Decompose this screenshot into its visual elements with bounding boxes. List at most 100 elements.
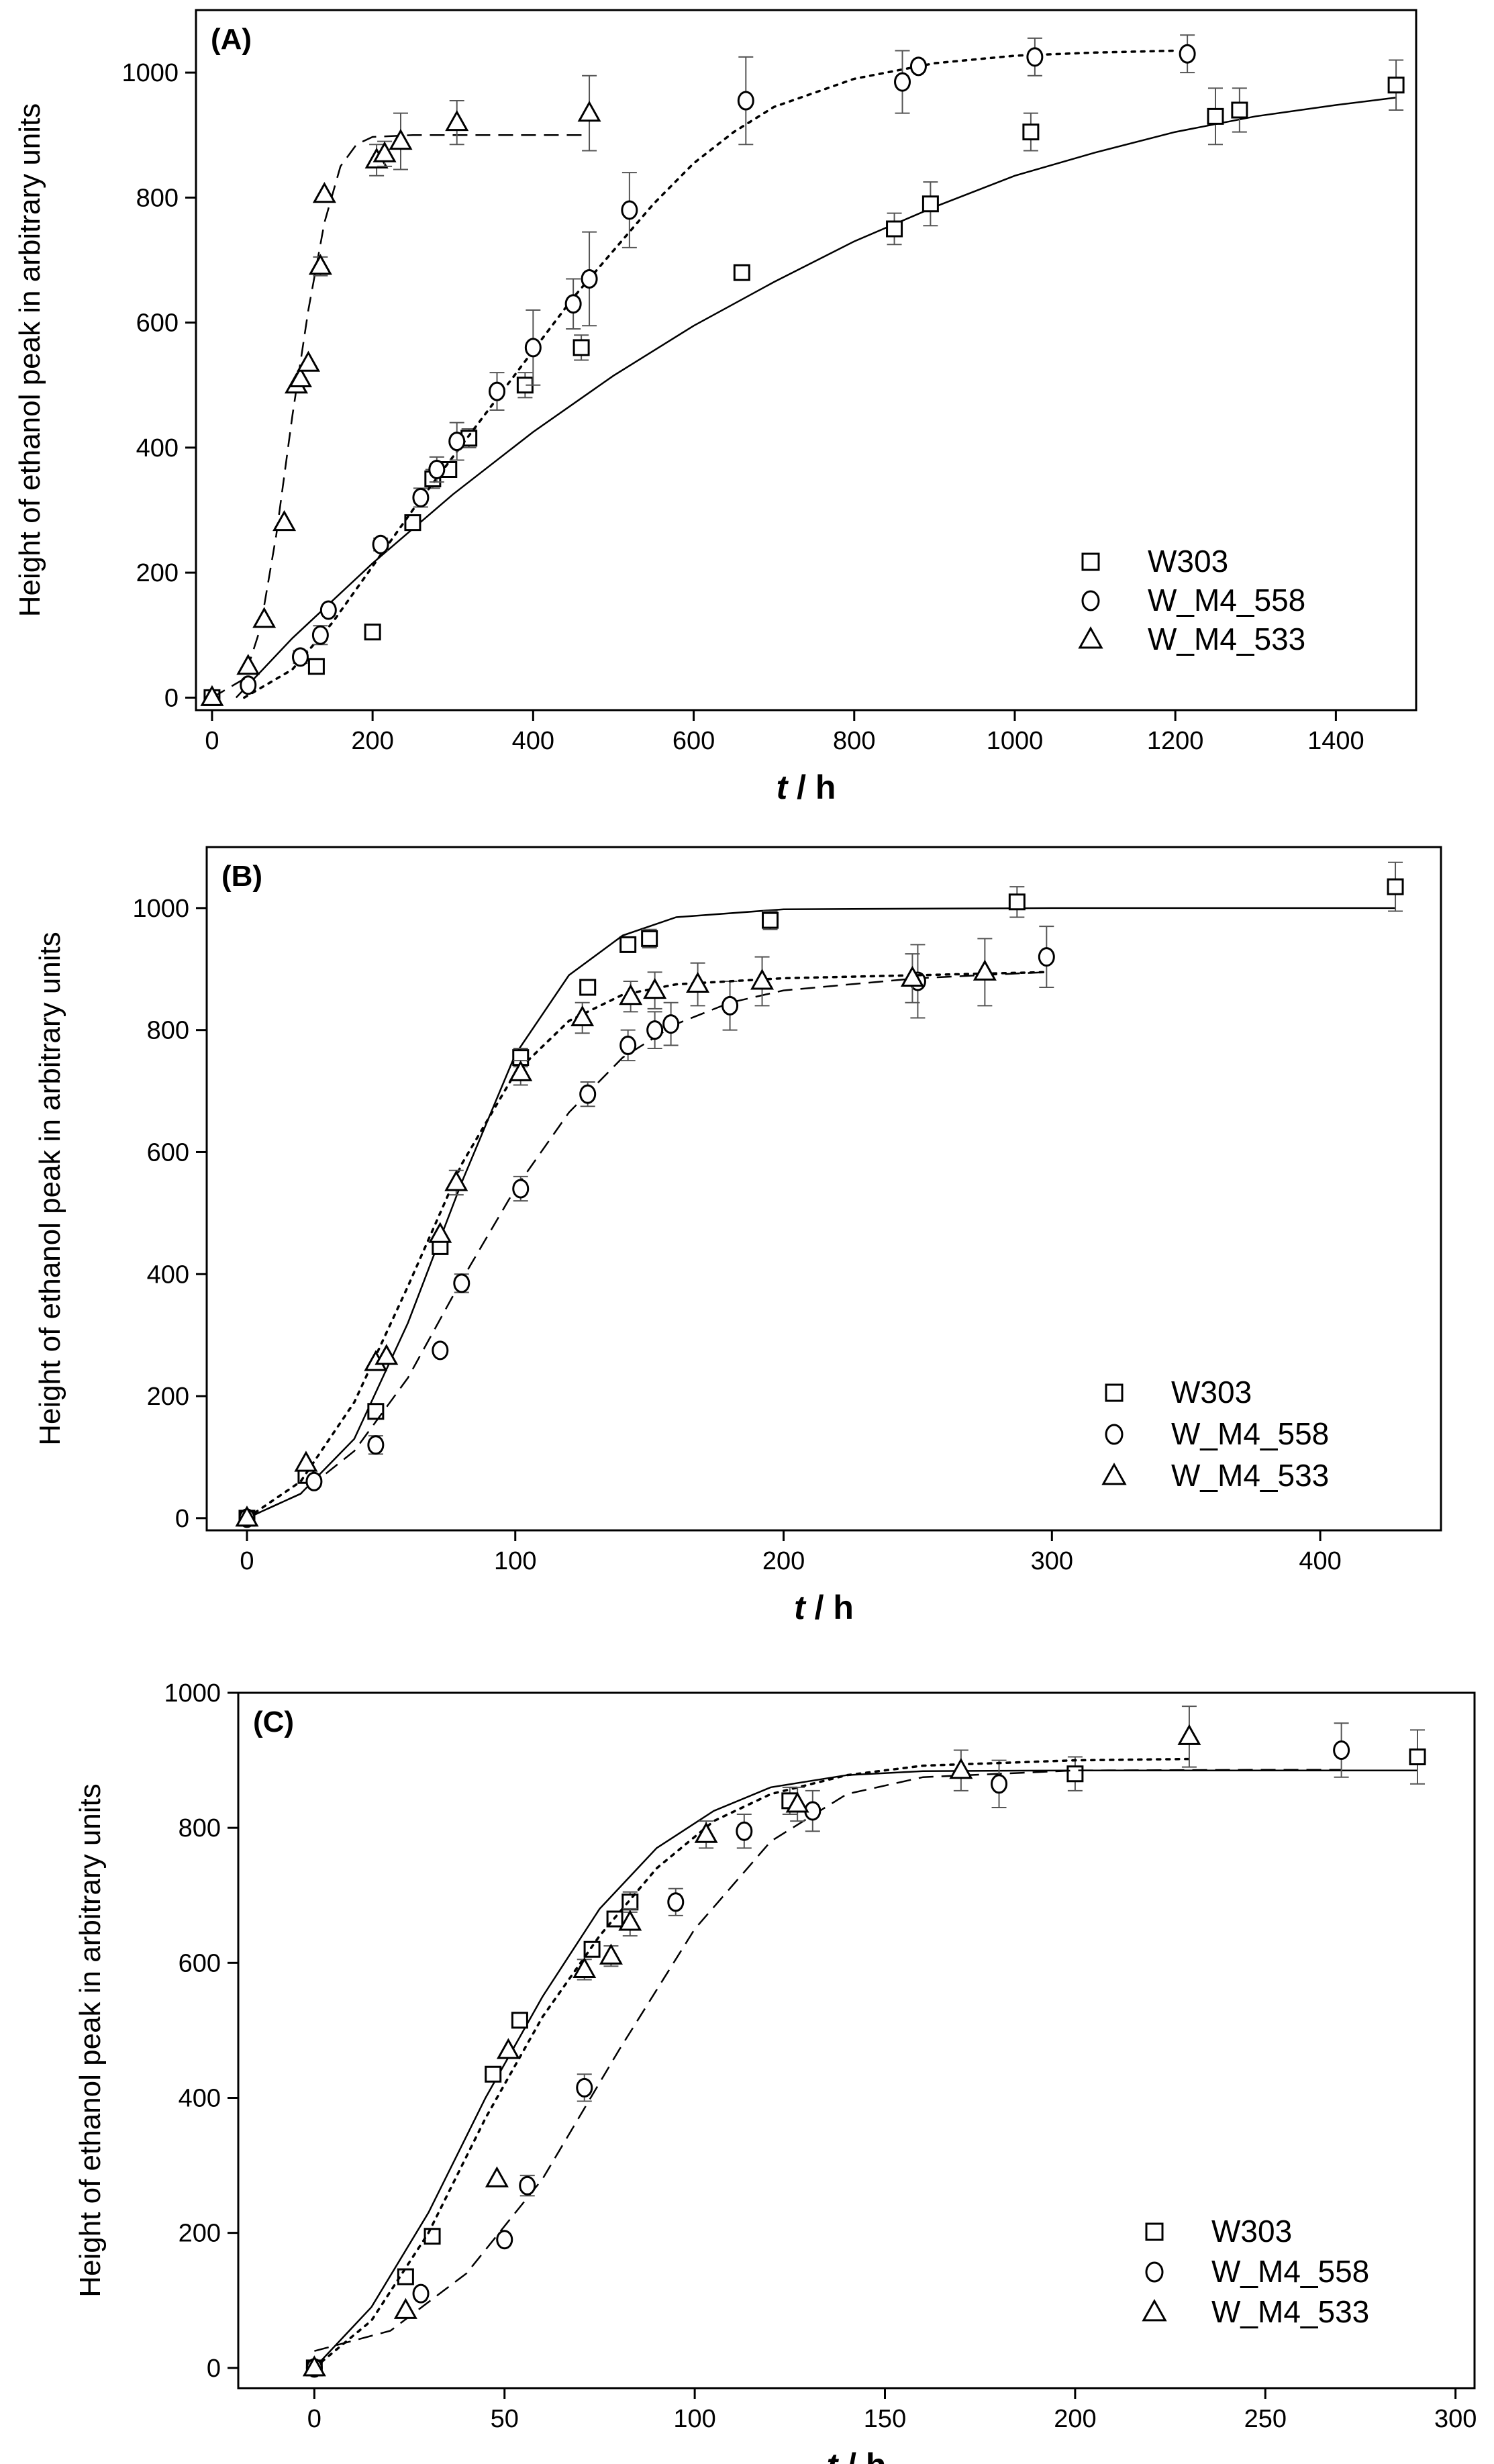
data-point bbox=[619, 936, 637, 953]
data-point bbox=[511, 2012, 528, 2029]
data-point bbox=[288, 366, 312, 387]
data-point bbox=[1333, 1740, 1350, 1760]
legend-marker bbox=[1078, 626, 1103, 649]
data-point bbox=[599, 1943, 623, 1965]
y-tick-label: 800 bbox=[147, 1017, 189, 1045]
data-point bbox=[424, 2228, 441, 2245]
data-point bbox=[686, 971, 710, 993]
data-point bbox=[367, 1435, 385, 1455]
data-point bbox=[1177, 1724, 1201, 1745]
data-point bbox=[564, 294, 582, 314]
chart-panel-c: (C) 0 50 100 150 200 250 300 0 200 400 600 800 1000 t … bbox=[74, 1679, 1477, 2464]
data-point bbox=[577, 100, 601, 122]
data-point bbox=[236, 654, 260, 675]
legend-marker bbox=[1081, 590, 1100, 611]
legend-label: W_M4_558 bbox=[1148, 583, 1305, 618]
y-tick-label: 400 bbox=[179, 2084, 221, 2112]
series-w-m4-558 bbox=[240, 34, 1196, 699]
x-tick-label: 0 bbox=[240, 1547, 254, 1575]
data-point bbox=[485, 2166, 509, 2187]
data-point bbox=[489, 381, 506, 401]
data-point bbox=[694, 1822, 718, 1843]
data-point bbox=[453, 1273, 470, 1293]
legend-label: W303 bbox=[1148, 544, 1228, 579]
data-point bbox=[886, 220, 903, 238]
data-point bbox=[448, 432, 466, 452]
data-point bbox=[393, 2298, 417, 2319]
data-point bbox=[736, 1821, 753, 1841]
fit-curve bbox=[211, 134, 590, 699]
data-point bbox=[1008, 893, 1026, 911]
data-point bbox=[291, 647, 309, 667]
data-point bbox=[1066, 1765, 1084, 1783]
data-point bbox=[949, 1758, 973, 1779]
x-axis-title: t / h bbox=[794, 1589, 854, 1626]
data-point bbox=[572, 339, 590, 356]
data-point bbox=[1038, 947, 1055, 967]
data-point bbox=[496, 2038, 520, 2059]
x-tick-label: 50 bbox=[491, 2405, 519, 2433]
data-point bbox=[618, 1910, 642, 1931]
data-point bbox=[519, 2175, 536, 2196]
x-axis-title: t / h bbox=[777, 769, 836, 806]
data-point bbox=[900, 965, 924, 987]
legend-label: W303 bbox=[1171, 1375, 1252, 1410]
chart-panel-b: (B) 0 100 200 300 400 0 200 400 600 800 1000 t / h He… bbox=[34, 846, 1442, 1626]
data-point bbox=[572, 1957, 597, 1978]
data-point bbox=[428, 1222, 452, 1243]
y-tick-label: 600 bbox=[136, 309, 179, 338]
plot-frame bbox=[195, 9, 1417, 711]
data-point bbox=[991, 1774, 1008, 1794]
y-tick-label: 1000 bbox=[132, 895, 189, 923]
data-point bbox=[1409, 1748, 1426, 1766]
data-point bbox=[579, 1084, 597, 1104]
x-tick-label: 250 bbox=[1244, 2405, 1287, 2433]
data-point bbox=[404, 514, 421, 532]
fit-curve bbox=[246, 971, 1047, 1519]
y-tick-label: 0 bbox=[164, 684, 179, 712]
data-point bbox=[516, 377, 534, 394]
legend-marker bbox=[1145, 2261, 1164, 2283]
data-point bbox=[485, 2065, 502, 2083]
data-point bbox=[509, 1060, 533, 1081]
data-point bbox=[496, 2230, 513, 2250]
y-tick-label: 400 bbox=[136, 434, 179, 462]
data-point bbox=[524, 338, 542, 358]
data-point bbox=[667, 1892, 685, 1912]
data-point bbox=[375, 1344, 399, 1365]
legend-label: W_M4_533 bbox=[1211, 2294, 1369, 2329]
data-point bbox=[372, 534, 389, 554]
data-point bbox=[312, 182, 336, 203]
y-tick-label: 0 bbox=[207, 2355, 221, 2383]
legend-label: W_M4_533 bbox=[1148, 622, 1305, 656]
data-point bbox=[294, 1450, 318, 1472]
y-axis-title: Height of ethanol peak in arbitrary unit… bbox=[74, 1783, 107, 2298]
data-point bbox=[367, 1403, 385, 1420]
data-point bbox=[762, 911, 779, 929]
series-w-m4-558 bbox=[238, 926, 1055, 1528]
data-point bbox=[619, 1035, 637, 1055]
x-tick-label: 300 bbox=[1434, 2405, 1477, 2433]
panel-label: (B) bbox=[221, 860, 262, 893]
y-tick-label: 600 bbox=[179, 1949, 221, 1977]
data-point bbox=[252, 607, 277, 628]
data-point bbox=[302, 2355, 326, 2377]
data-point bbox=[235, 1506, 259, 1527]
y-tick-label: 1000 bbox=[121, 59, 179, 87]
legend-marker bbox=[1142, 2299, 1167, 2322]
series-w-m4-533 bbox=[235, 938, 1048, 1527]
x-tick-label: 150 bbox=[864, 2405, 906, 2433]
plot-frame bbox=[205, 846, 1442, 1532]
series-w-m4-533 bbox=[200, 75, 601, 706]
data-point bbox=[428, 459, 446, 479]
series-w-m4-533 bbox=[302, 1706, 1201, 2377]
chart-panel-a: (A) 0 200 400 600 800 1000 1200 1400 0 200 400 600 80… bbox=[13, 9, 1417, 806]
data-point bbox=[1022, 124, 1040, 141]
fit-curve bbox=[243, 49, 1177, 699]
fit-curve bbox=[314, 1769, 1342, 2352]
data-point bbox=[372, 141, 397, 162]
data-point bbox=[445, 109, 469, 132]
x-tick-label: 200 bbox=[351, 727, 393, 755]
data-point bbox=[319, 600, 337, 620]
x-tick-label: 400 bbox=[512, 727, 554, 755]
